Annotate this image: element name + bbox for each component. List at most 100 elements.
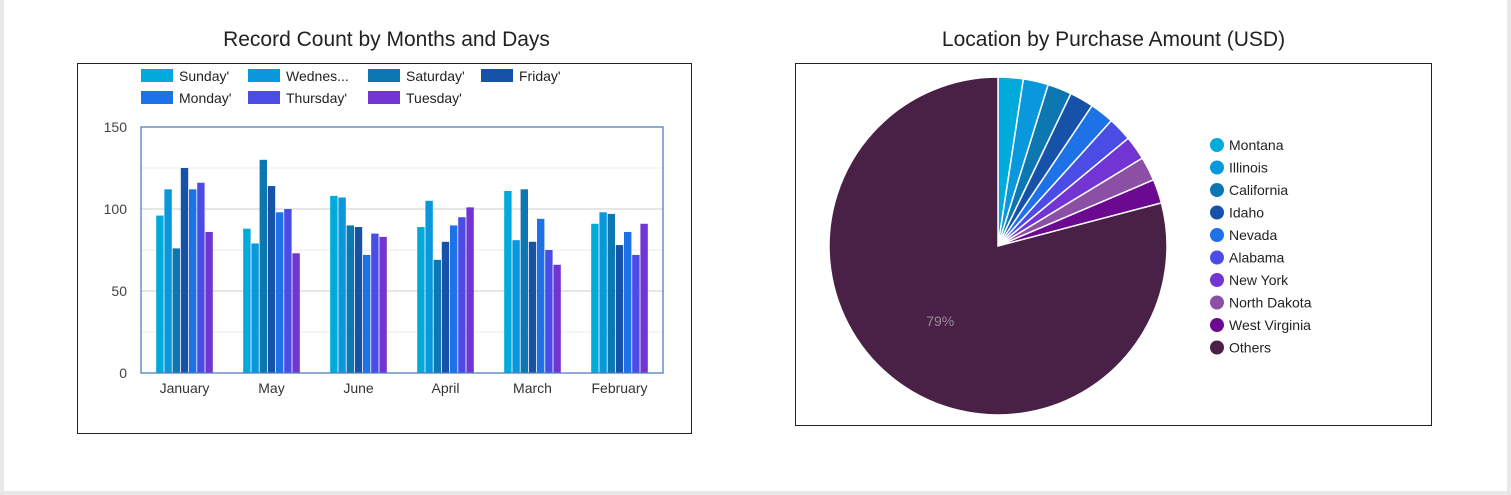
legend-item-wednesday[interactable]: Wednes...: [248, 68, 349, 84]
bar-june-monday[interactable]: [363, 254, 371, 373]
bar-february-monday[interactable]: [624, 231, 632, 373]
bar-may-tuesday[interactable]: [292, 253, 300, 373]
y-tick-label: 50: [111, 283, 127, 299]
legend-label: Sunday': [179, 68, 229, 84]
bar-march-thursday[interactable]: [545, 250, 553, 373]
legend-item-alabama[interactable]: Alabama: [1210, 250, 1284, 266]
bar-june-sunday[interactable]: [330, 195, 338, 373]
legend-item-nevada[interactable]: Nevada: [1210, 227, 1277, 243]
legend-item-california[interactable]: California: [1210, 182, 1288, 198]
x-tick-label: April: [431, 380, 459, 396]
bar-june-tuesday[interactable]: [379, 236, 387, 373]
bar-february-sunday[interactable]: [591, 223, 599, 373]
bar-april-thursday[interactable]: [458, 217, 466, 373]
pie-slices: [828, 76, 1168, 416]
legend-swatch: [248, 91, 280, 104]
bar-june-saturday[interactable]: [346, 225, 354, 373]
legend-item-idaho[interactable]: Idaho: [1210, 205, 1264, 221]
legend-dot: [1210, 340, 1224, 355]
bar-march-friday[interactable]: [528, 241, 537, 373]
bar-january-wednesday[interactable]: [164, 189, 172, 373]
bar-february-friday[interactable]: [615, 245, 624, 373]
bar-march-saturday[interactable]: [520, 189, 528, 373]
legend-label: North Dakota: [1229, 295, 1312, 311]
bar-april-sunday[interactable]: [417, 227, 425, 373]
bar-may-wednesday[interactable]: [251, 243, 259, 373]
bar-april-saturday[interactable]: [433, 259, 441, 373]
legend-label: Illinois: [1229, 160, 1268, 176]
bar-june-thursday[interactable]: [371, 233, 379, 373]
legend-item-saturday[interactable]: Saturday': [368, 68, 465, 84]
legend-item-north-dakota[interactable]: North Dakota: [1210, 295, 1312, 311]
bar-chart-title: Record Count by Months and Days: [223, 28, 550, 51]
bar-january-thursday[interactable]: [197, 182, 205, 373]
legend-dot: [1210, 273, 1224, 287]
bar-legend: Sunday' Wednes... Saturday' Friday' Monday' T…: [141, 68, 561, 106]
legend-item-others[interactable]: Others: [1210, 340, 1271, 356]
legend-item-monday[interactable]: Monday': [141, 90, 231, 106]
legend-swatch: [141, 91, 173, 104]
bar-march-sunday[interactable]: [504, 190, 512, 373]
legend-item-west-virginia[interactable]: West Virginia: [1210, 317, 1311, 333]
bar-march-wednesday[interactable]: [512, 240, 520, 373]
legend-item-sunday[interactable]: Sunday': [141, 68, 229, 84]
legend-dot: [1210, 183, 1224, 197]
pie-slice-others[interactable]: [828, 76, 1168, 416]
bar-april-tuesday[interactable]: [466, 207, 474, 373]
legend-item-thursday[interactable]: Thursday': [248, 90, 347, 106]
bar-february-tuesday[interactable]: [640, 223, 648, 373]
bar-january-saturday[interactable]: [172, 248, 180, 373]
bar-april-friday[interactable]: [441, 241, 450, 373]
x-tick-label: January: [160, 380, 210, 396]
legend-swatch: [368, 91, 400, 104]
bar-june-friday[interactable]: [354, 227, 363, 373]
bar-february-wednesday[interactable]: [599, 212, 607, 373]
bar-january-sunday[interactable]: [156, 215, 164, 373]
legend-item-new-york[interactable]: New York: [1210, 272, 1289, 288]
legend-dot: [1210, 250, 1224, 265]
legend-label: Alabama: [1229, 250, 1284, 266]
y-tick-label: 150: [104, 119, 128, 135]
legend-dot: [1210, 138, 1224, 152]
bar-may-friday[interactable]: [267, 186, 276, 373]
legend-item-friday[interactable]: Friday': [481, 68, 561, 84]
legend-label: Monday': [179, 90, 231, 106]
legend-label: New York: [1229, 272, 1289, 288]
bar-chart-panel: 0 50 100 150 January May June April March Februar…: [77, 63, 692, 434]
pie-data-label: 79%: [926, 313, 954, 329]
legend-label: Montana: [1229, 137, 1284, 153]
bar-may-monday[interactable]: [276, 212, 284, 373]
bar-january-friday[interactable]: [180, 168, 189, 373]
legend-item-illinois[interactable]: Illinois: [1210, 160, 1268, 176]
bar-may-thursday[interactable]: [284, 209, 292, 373]
bar-march-tuesday[interactable]: [553, 264, 561, 373]
x-tick-label: February: [591, 380, 647, 396]
bar-june-wednesday[interactable]: [338, 197, 346, 373]
legend-label: Thursday': [286, 90, 347, 106]
pie-chart-title: Location by Purchase Amount (USD): [941, 28, 1286, 51]
legend-dot: [1210, 205, 1224, 220]
bar-january-monday[interactable]: [189, 189, 197, 373]
bar-march-monday[interactable]: [537, 218, 545, 373]
legend-dot: [1210, 295, 1224, 310]
dashboard-canvas: Record Count by Months and Days 0 50 100 15…: [4, 0, 1507, 491]
legend-item-montana[interactable]: Montana: [1210, 137, 1284, 153]
legend-swatch: [481, 69, 513, 82]
legend-dot: [1210, 160, 1224, 175]
bar-february-thursday[interactable]: [632, 254, 640, 373]
plot-area-border: [140, 126, 664, 374]
legend-dot: [1210, 318, 1224, 332]
legend-label: Tuesday': [406, 90, 462, 106]
legend-swatch: [248, 69, 280, 82]
bar-april-monday[interactable]: [450, 225, 458, 373]
legend-label: California: [1229, 182, 1288, 198]
bar-april-wednesday[interactable]: [425, 200, 433, 373]
legend-label: Nevada: [1229, 227, 1277, 243]
bar-february-saturday[interactable]: [607, 213, 615, 373]
legend-item-tuesday[interactable]: Tuesday': [368, 90, 462, 106]
legend-label: Wednes...: [286, 68, 349, 84]
y-tick-label: 0: [119, 365, 127, 381]
bar-january-tuesday[interactable]: [205, 231, 213, 373]
bar-may-saturday[interactable]: [259, 159, 267, 373]
bar-may-sunday[interactable]: [243, 228, 251, 373]
